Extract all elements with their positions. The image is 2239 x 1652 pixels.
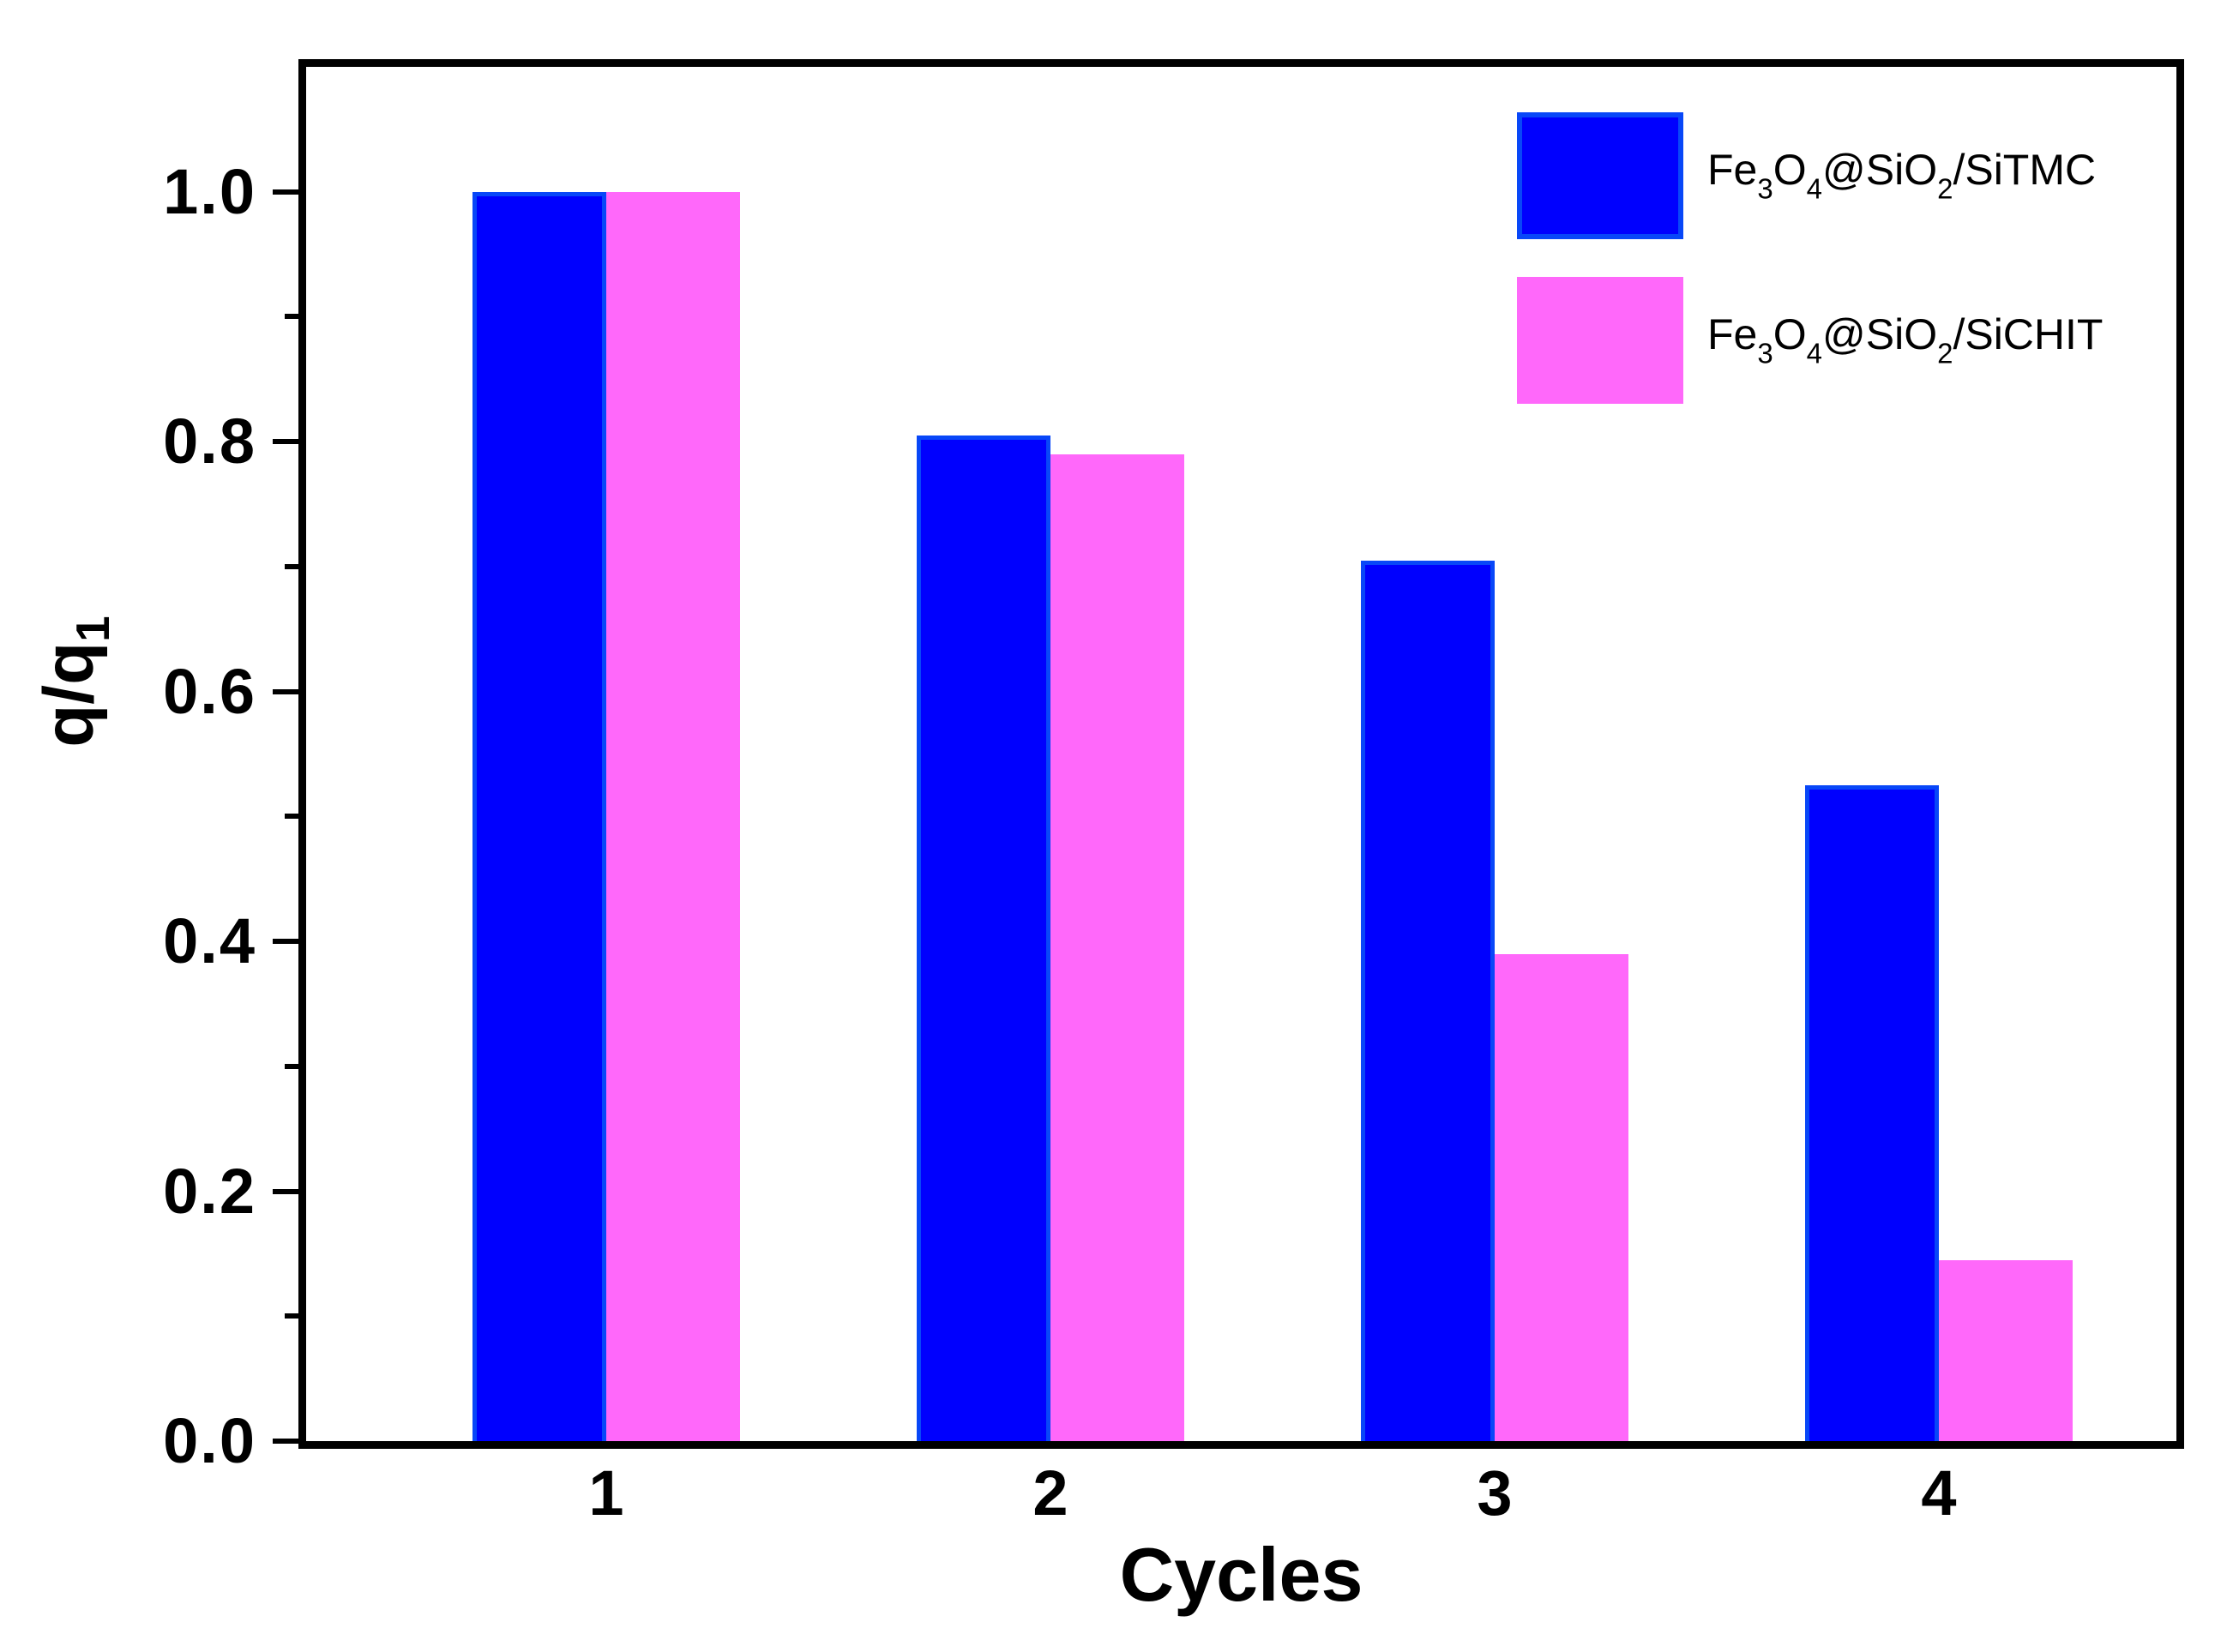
text-run: @SiO [1821, 146, 1938, 195]
bar-sichit-cycle-2 [1050, 454, 1184, 1441]
text-run: O [1773, 310, 1807, 359]
text-run: /SiTMC [1953, 146, 2097, 195]
y-minor-tick [285, 814, 298, 820]
y-major-tick [273, 1439, 298, 1444]
text-run: q/q [29, 641, 108, 748]
y-minor-tick [285, 1063, 298, 1069]
subscript-text: 2 [1937, 172, 1953, 205]
y-tick-label: 1.0 [163, 155, 256, 227]
bar-sichit-cycle-1 [606, 191, 740, 1441]
legend-item-sitmc: Fe3O4@SiO2/SiTMC [1517, 112, 2103, 239]
y-major-tick [273, 939, 298, 945]
x-axis-title: Cycles [1119, 1532, 1363, 1617]
text-run: Fe [1707, 146, 1758, 195]
x-tick-label-4: 4 [1921, 1457, 1957, 1529]
subscript-text: 3 [1757, 172, 1773, 205]
subscript-text: 1 [66, 616, 120, 642]
y-tick-label: 0.6 [163, 655, 256, 727]
subscript-text: 4 [1806, 337, 1822, 369]
text-run: @SiO [1821, 310, 1938, 359]
y-minor-tick [285, 1313, 298, 1319]
x-tick-label-3: 3 [1477, 1457, 1513, 1529]
text-run: O [1773, 146, 1807, 195]
subscript-text: 2 [1937, 337, 1953, 369]
y-major-tick [273, 439, 298, 445]
subscript-text: 3 [1757, 337, 1773, 369]
legend-label: Fe3O4@SiO2/SiCHIT [1707, 313, 2103, 368]
y-tick-label: 0.2 [163, 1155, 256, 1227]
bar-sitmc-cycle-4 [1805, 784, 1939, 1441]
y-axis-title: q/q1 [30, 616, 120, 748]
text-run: /SiCHIT [1953, 310, 2104, 359]
y-minor-tick [285, 563, 298, 569]
bar-sichit-cycle-3 [1495, 953, 1628, 1441]
subscript-text: 4 [1806, 172, 1822, 205]
legend-swatch-blue [1517, 112, 1683, 239]
y-tick-label: 0.8 [163, 405, 256, 478]
y-major-tick [273, 189, 298, 195]
x-tick-label-2: 2 [1032, 1457, 1068, 1529]
text-run: Fe [1707, 310, 1758, 359]
y-major-tick [273, 688, 298, 694]
legend-item-sichit: Fe3O4@SiO2/SiCHIT [1517, 277, 2103, 404]
y-minor-tick [285, 314, 298, 320]
x-tick-label-1: 1 [588, 1457, 624, 1529]
legend-swatch-pink [1517, 277, 1683, 404]
y-tick-label: 0.0 [163, 1405, 256, 1476]
legend-label: Fe3O4@SiO2/SiTMC [1707, 148, 2096, 203]
y-major-tick [273, 1188, 298, 1194]
bar-sichit-cycle-4 [1939, 1259, 2073, 1441]
y-tick-label: 0.4 [163, 905, 256, 977]
bar-sitmc-cycle-3 [1361, 560, 1495, 1441]
bar-sitmc-cycle-1 [472, 191, 606, 1441]
legend: Fe3O4@SiO2/SiTMC Fe3O4@SiO2/SiCHIT [1517, 112, 2103, 404]
bar-sitmc-cycle-2 [917, 435, 1050, 1441]
